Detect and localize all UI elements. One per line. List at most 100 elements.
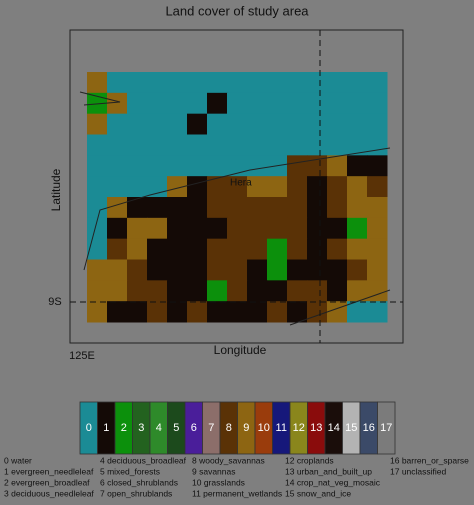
land-cover-cell [167,280,188,302]
land-cover-cell [227,134,248,156]
land-cover-cell [127,134,148,156]
land-cover-cell [147,301,168,323]
land-cover-cell [347,155,368,177]
land-cover-cell [207,280,228,302]
land-cover-cell [207,217,228,240]
land-cover-cell [147,92,168,115]
land-cover-cell [267,280,288,302]
legend-code: 13 [310,422,322,434]
land-cover-cell [287,217,308,240]
legend-code: 9 [243,422,249,434]
land-cover-cell [287,92,308,115]
land-cover-cell [307,113,328,135]
land-cover-cell [127,197,148,219]
legend-code: 0 [86,422,92,434]
land-cover-cell [367,176,388,198]
land-cover-cell [87,301,108,323]
legend-code: 8 [226,422,232,434]
land-cover-cell [347,280,368,302]
land-cover-cell [347,217,368,240]
land-cover-cell [167,72,188,94]
land-cover-cell [247,280,268,302]
land-cover-cell [307,259,328,281]
legend-label: 6 closed_shrublands [100,477,178,487]
land-cover-cell [147,259,168,281]
land-cover-cell [167,155,188,177]
legend-code: 7 [208,422,214,434]
land-cover-cell [247,155,268,177]
land-cover-cell [127,238,148,260]
land-cover-cell [367,301,388,323]
land-cover-cell [147,113,168,135]
land-cover-cell [167,197,188,219]
land-cover-cell [167,238,188,260]
land-cover-cell [107,134,128,156]
land-cover-cell [187,280,208,302]
legend-code: 14 [328,422,340,434]
land-cover-cell [347,197,368,219]
land-cover-cell [87,217,108,240]
legend-label: 4 deciduous_broadleaf [100,455,187,465]
land-cover-cell [287,134,308,156]
land-cover-cell [107,197,128,219]
land-cover-cell [227,259,248,281]
land-cover-cell [287,72,308,94]
land-cover-cell [367,72,388,94]
land-cover-cell [367,217,388,240]
land-cover-cell [307,72,328,94]
land-cover-cell [167,259,188,281]
land-cover-cell [87,113,108,135]
land-cover-cell [187,238,208,260]
land-cover-cell [147,280,168,302]
chart-title: Land cover of study area [165,3,309,18]
land-cover-cell [107,238,128,260]
land-cover-cell [327,113,348,135]
land-cover-cell [367,197,388,219]
land-cover-cell [247,217,268,240]
land-cover-cell [147,155,168,177]
land-cover-cell [327,134,348,156]
land-cover-cell [307,176,328,198]
land-cover-cell [347,238,368,260]
land-cover-cell [367,113,388,135]
land-cover-cell [247,113,268,135]
land-cover-cell [287,238,308,260]
land-cover-cell [87,176,108,198]
land-cover-cell [107,113,128,135]
land-cover-cell [107,259,128,281]
land-cover-cell [167,113,188,135]
land-cover-cell [327,280,348,302]
legend-label: 17 unclassified [390,466,447,476]
land-cover-cell [147,72,168,94]
land-cover-cell [347,301,368,323]
land-cover-cell [307,238,328,260]
legend-code: 10 [258,422,270,434]
land-cover-cell [87,280,108,302]
land-cover-cell [147,217,168,240]
land-cover-cell [207,72,228,94]
land-cover-cell [287,197,308,219]
land-cover-cell [267,92,288,115]
land-cover-cell [287,113,308,135]
legend-label: 5 mixed_forests [100,466,160,476]
land-cover-cell [87,197,108,219]
legend-code: 17 [380,422,392,434]
land-cover-cell [327,92,348,115]
place-label: Hera [230,178,252,189]
legend-label: 1 evergreen_needleleaf [4,466,94,476]
legend-code: 15 [345,422,357,434]
land-cover-cell [307,197,328,219]
land-cover-cell [107,155,128,177]
land-cover-cell [307,280,328,302]
land-cover-cell [247,72,268,94]
land-cover-cell [167,176,188,198]
land-cover-cell [347,259,368,281]
land-cover-cell [267,301,288,323]
land-cover-cell [227,92,248,115]
land-cover-cell [127,259,148,281]
land-cover-cell [87,72,108,94]
legend-label: 3 deciduous_needleleaf [4,488,94,498]
land-cover-cell [367,280,388,302]
land-cover-cell [307,134,328,156]
